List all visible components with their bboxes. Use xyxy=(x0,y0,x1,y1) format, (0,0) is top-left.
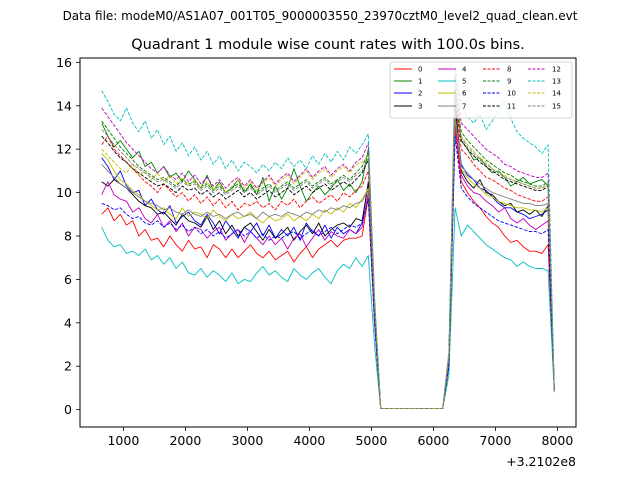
legend-label-3: 3 xyxy=(418,103,422,111)
series-line-4 xyxy=(101,120,555,410)
series-layer xyxy=(101,66,555,410)
chart-title: Quadrant 1 module wise count rates with … xyxy=(131,37,525,53)
legend-label-6: 6 xyxy=(462,90,467,98)
series-line-7 xyxy=(101,113,555,410)
legend-label-12: 12 xyxy=(552,66,561,74)
x-tick-label: 7000 xyxy=(479,433,511,448)
x-offset-label: +3.2102e8 xyxy=(506,454,576,469)
x-tick-label: 1000 xyxy=(107,433,139,448)
legend-label-11: 11 xyxy=(507,103,516,111)
x-axis: 1000 2000 3000 4000 5000 6000 7000 8000 xyxy=(107,427,573,448)
series-line-12 xyxy=(101,74,555,410)
series-line-3 xyxy=(101,100,555,410)
legend-label-14: 14 xyxy=(552,90,561,98)
legend-label-15: 15 xyxy=(552,103,561,111)
series-line-14 xyxy=(101,92,555,410)
y-axis: 0 2 4 6 8 10 12 14 16 xyxy=(56,55,80,417)
series-line-6 xyxy=(101,116,555,410)
y-tick-label: 16 xyxy=(56,55,72,70)
x-tick-label: 4000 xyxy=(293,433,325,448)
y-tick-label: 12 xyxy=(56,142,72,157)
series-line-2 xyxy=(101,109,555,410)
x-tick-label: 6000 xyxy=(417,433,449,448)
y-tick-label: 14 xyxy=(56,98,72,113)
legend-label-7: 7 xyxy=(462,103,466,111)
legend-label-0: 0 xyxy=(418,66,422,74)
x-tick-label: 8000 xyxy=(541,433,573,448)
y-tick-label: 8 xyxy=(64,228,72,243)
legend-label-4: 4 xyxy=(462,66,467,74)
y-tick-label: 4 xyxy=(64,315,72,330)
legend-label-1: 1 xyxy=(418,78,422,86)
legend-label-8: 8 xyxy=(507,66,511,74)
y-tick-label: 10 xyxy=(56,185,72,200)
series-line-5 xyxy=(101,207,555,410)
legend-label-2: 2 xyxy=(418,90,422,98)
series-line-9 xyxy=(101,87,555,410)
series-line-1 xyxy=(101,92,555,410)
y-tick-label: 6 xyxy=(64,272,72,287)
legend-label-5: 5 xyxy=(462,78,466,86)
figure-suptitle: Data file: modeM0/AS1A07_001T05_90000035… xyxy=(63,9,578,23)
series-line-11 xyxy=(101,94,555,410)
legend-frame xyxy=(389,61,573,119)
legend-label-9: 9 xyxy=(507,78,511,86)
series-line-15 xyxy=(101,96,555,410)
y-tick-label: 2 xyxy=(64,359,72,374)
plot-frame xyxy=(79,57,577,428)
legend-label-10: 10 xyxy=(507,90,516,98)
x-tick-label: 3000 xyxy=(231,433,263,448)
legend-label-13: 13 xyxy=(552,78,561,86)
x-tick-label: 2000 xyxy=(169,433,201,448)
series-line-0 xyxy=(101,127,555,410)
y-tick-label: 0 xyxy=(64,402,72,417)
x-tick-label: 5000 xyxy=(355,433,387,448)
series-line-8 xyxy=(101,100,555,410)
